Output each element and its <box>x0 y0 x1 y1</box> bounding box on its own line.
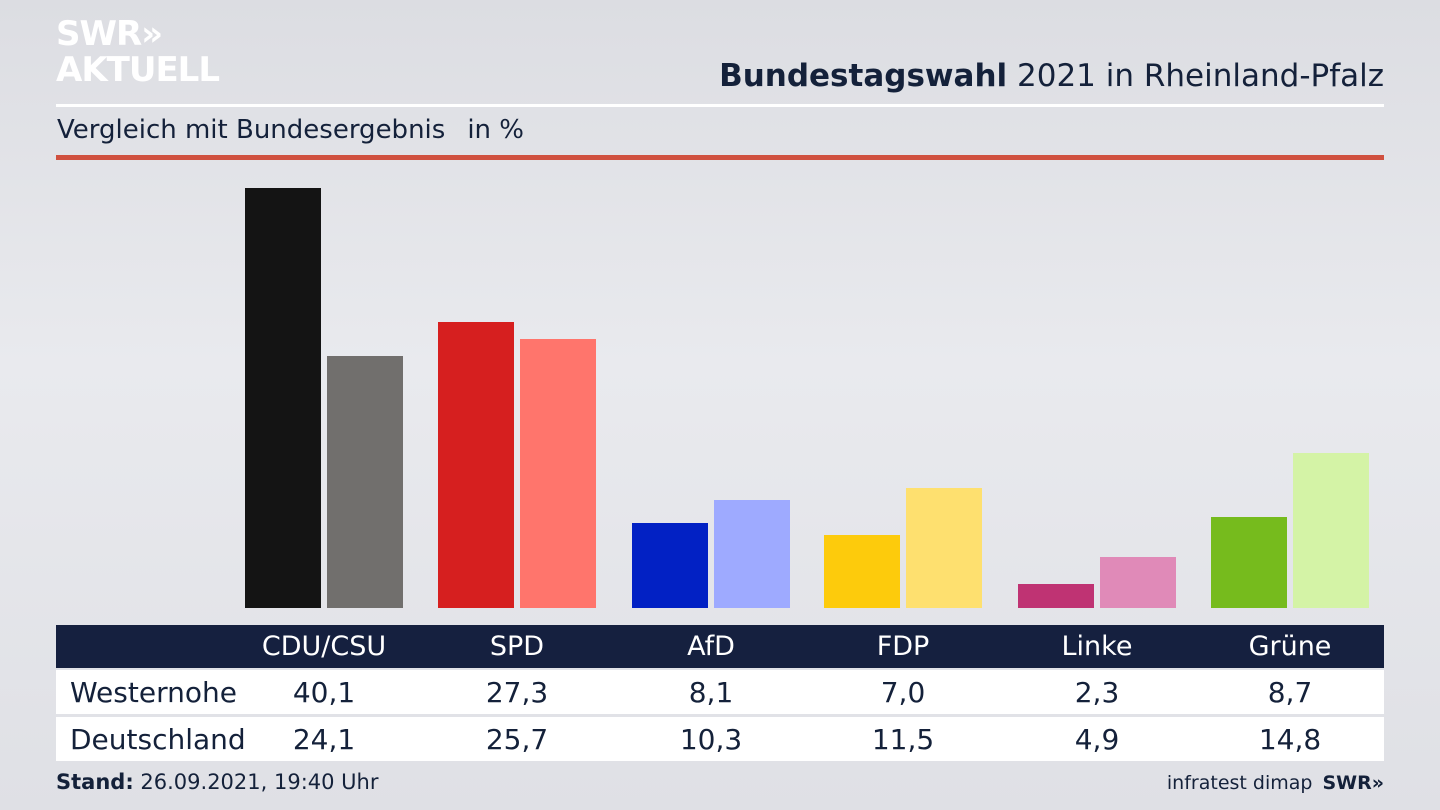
bar-afd-deutschland <box>714 500 790 608</box>
column-header: Grüne <box>1248 631 1332 662</box>
column-header: Linke <box>1061 631 1133 662</box>
accent-divider <box>56 155 1384 160</box>
subtitle-text: Vergleich mit Bundesergebnis <box>57 115 446 145</box>
value-cell: 7,0 <box>880 675 926 709</box>
value-cell: 14,8 <box>1258 722 1322 756</box>
timestamp: Stand: 26.09.2021, 19:40 Uhr <box>56 770 379 794</box>
value-cell: 4,9 <box>1074 722 1120 756</box>
bar-cdu-csu-deutschland <box>327 355 403 608</box>
bar-cdu-csu-westernohe <box>245 188 321 608</box>
swr-brand-logo: SWR» <box>1322 772 1384 794</box>
chart-title: Bundestagswahl 2021 in Rheinland-Pfalz <box>719 58 1384 94</box>
chart-title-bold: Bundestagswahl <box>719 58 1008 94</box>
party-header-row: CDU/CSU SPD AfD FDP Linke Grüne <box>56 625 1384 668</box>
bar-fdp-deutschland <box>906 487 982 608</box>
bar-spd-westernohe <box>438 322 514 608</box>
column-header: FDP <box>876 631 930 662</box>
table-row-deutschland: Deutschland 24,1 25,7 10,3 11,5 4,9 14,8 <box>56 717 1384 761</box>
value-cell: 10,3 <box>679 722 743 756</box>
logo-line-aktuell: AKTUELL <box>56 50 220 90</box>
stand-value: 26.09.2021, 19:40 Uhr <box>133 770 379 794</box>
swr-aktuell-logo: SWR» AKTUELL <box>56 14 220 90</box>
title-divider <box>56 104 1384 107</box>
value-cell: 25,7 <box>485 722 549 756</box>
bar-linke-westernohe <box>1018 583 1094 608</box>
column-header: AfD <box>687 631 735 662</box>
bar-grüne-deutschland <box>1293 452 1369 608</box>
bar-afd-westernohe <box>632 523 708 608</box>
source-credit: infratest dimap SWR» <box>1167 772 1384 794</box>
logo-line-swr: SWR» <box>56 14 163 54</box>
value-cell: 11,5 <box>871 722 935 756</box>
value-cell: 24,1 <box>292 722 356 756</box>
unit-label: in % <box>467 115 524 145</box>
bar-linke-deutschland <box>1100 556 1176 608</box>
value-cell: 8,1 <box>688 675 734 709</box>
chart-title-rest: 2021 in Rheinland-Pfalz <box>1007 58 1384 94</box>
value-cell: 8,7 <box>1267 675 1313 709</box>
row-label: Westernohe <box>70 675 237 709</box>
column-header: SPD <box>489 631 545 662</box>
table-row-westernohe: Westernohe 40,1 27,3 8,1 7,0 2,3 8,7 <box>56 670 1384 714</box>
column-header: CDU/CSU <box>261 631 387 662</box>
row-label: Deutschland <box>70 722 246 756</box>
chart-subtitle: Vergleich mit Bundesergebnis in % <box>57 115 524 145</box>
source-label: infratest dimap <box>1166 772 1313 794</box>
stand-label: Stand: <box>56 770 134 794</box>
bar-grüne-westernohe <box>1211 516 1287 608</box>
bar-fdp-westernohe <box>824 534 900 608</box>
value-cell: 40,1 <box>292 675 356 709</box>
value-cell: 27,3 <box>485 675 549 709</box>
value-cell: 2,3 <box>1074 675 1120 709</box>
bar-spd-deutschland <box>520 338 596 608</box>
